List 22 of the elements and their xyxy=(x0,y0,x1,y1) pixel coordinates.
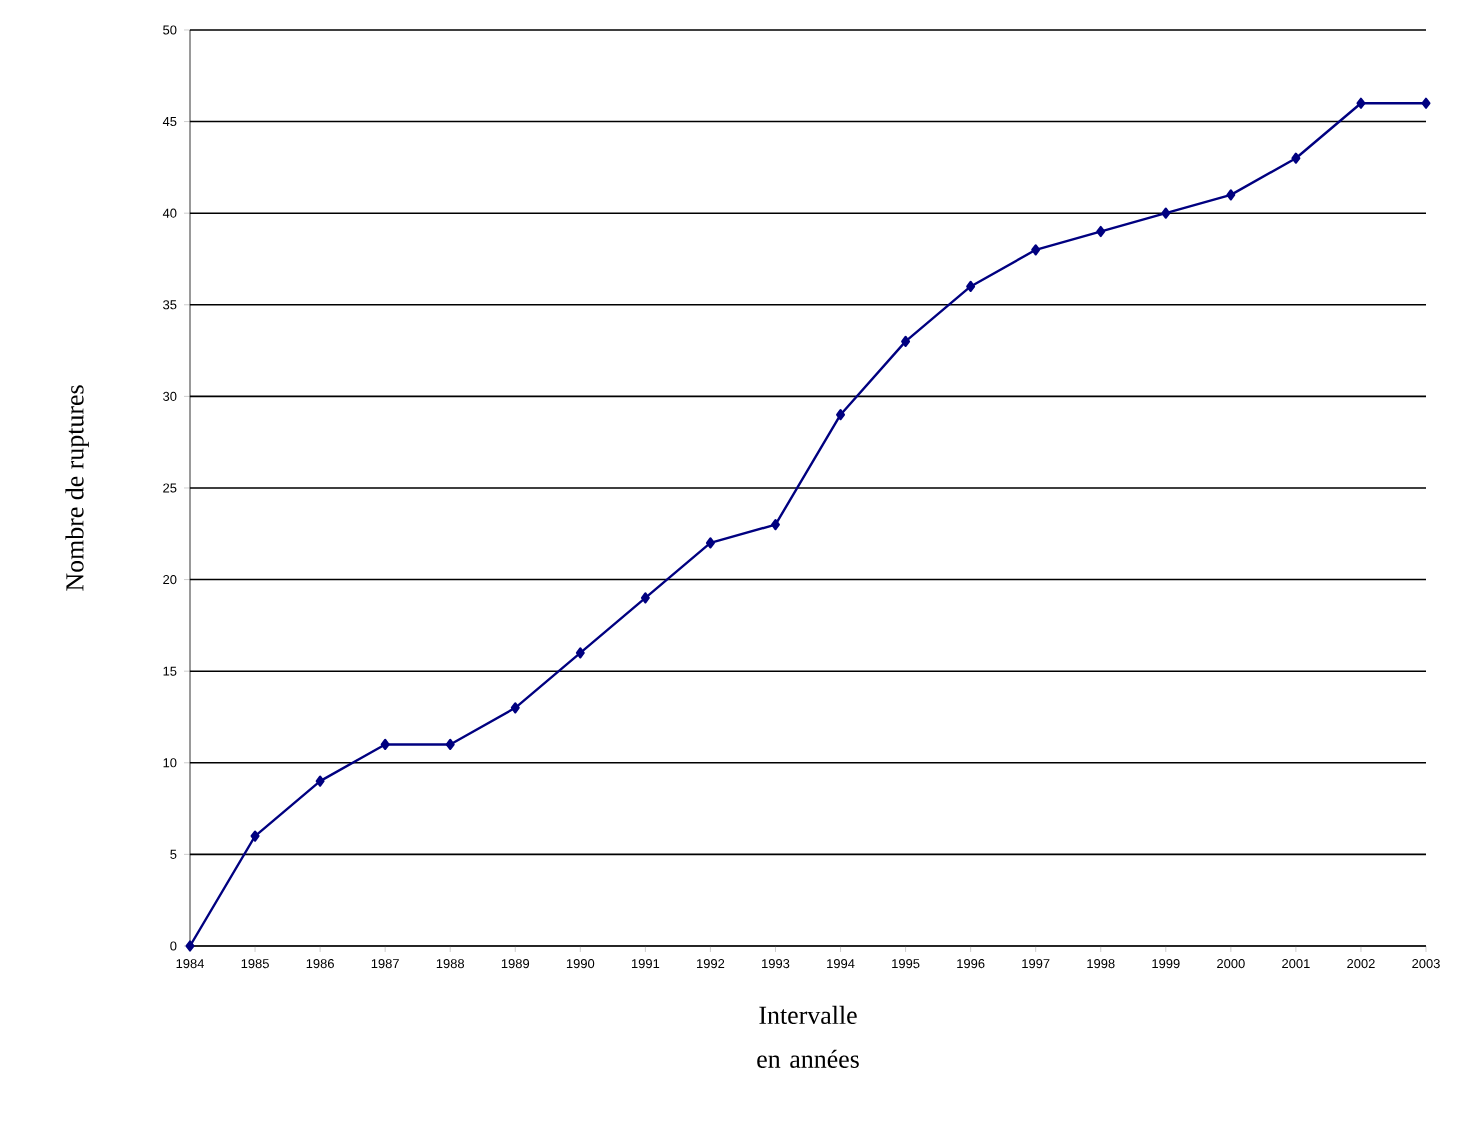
point xyxy=(510,702,520,714)
point xyxy=(575,647,585,659)
point xyxy=(836,409,846,421)
point xyxy=(1291,152,1301,164)
point xyxy=(250,830,260,842)
point xyxy=(1226,189,1236,201)
point xyxy=(1356,97,1366,109)
point xyxy=(705,537,715,549)
point xyxy=(771,519,780,531)
point xyxy=(901,335,911,347)
point xyxy=(1096,225,1106,238)
point xyxy=(380,738,390,751)
point xyxy=(1421,97,1431,109)
point xyxy=(1161,207,1171,219)
point xyxy=(1031,244,1041,256)
point xyxy=(315,775,325,787)
point xyxy=(445,738,455,751)
y-axis-title: Nombre de ruptures xyxy=(65,385,89,591)
point xyxy=(185,940,195,952)
point xyxy=(966,280,976,293)
x-axis-title: Intervalle en années xyxy=(757,1005,859,1068)
point xyxy=(640,592,650,604)
